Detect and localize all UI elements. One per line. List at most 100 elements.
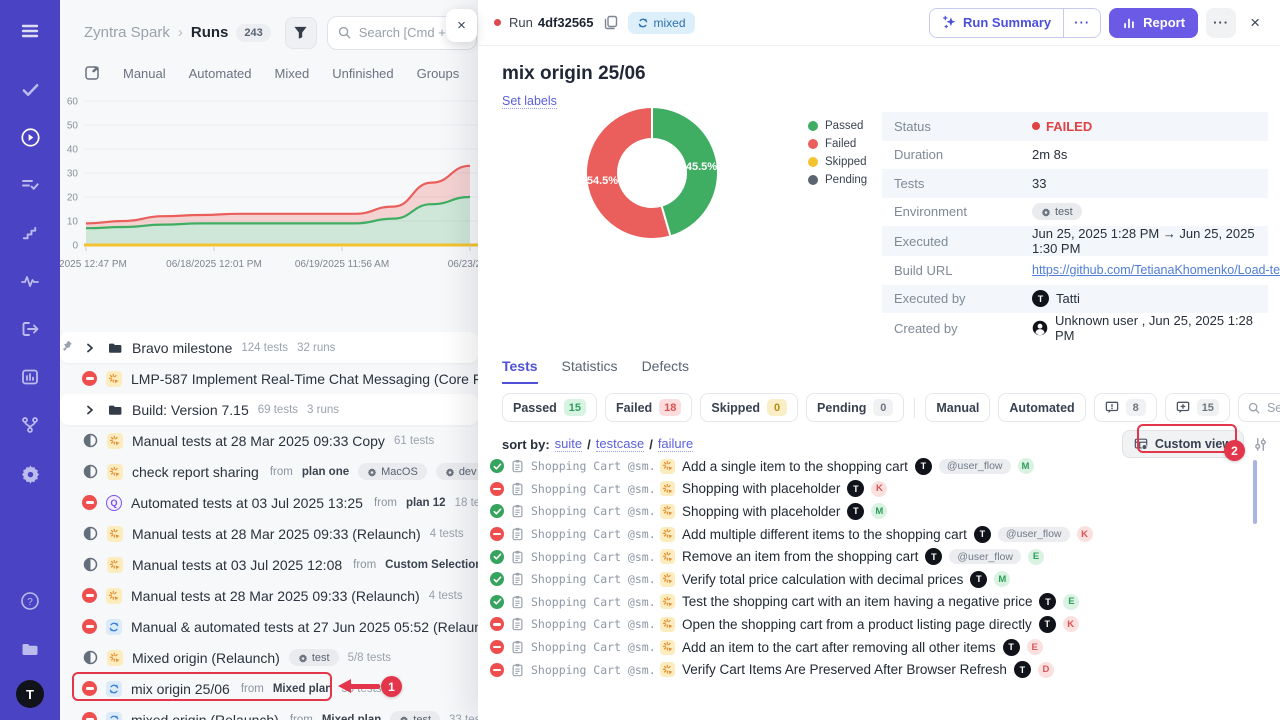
detail-value: Jun 25, 2025 1:28 PM → Jun 25, 2025 1:30… <box>1032 226 1268 256</box>
panel-close-button[interactable]: × <box>446 9 477 42</box>
filter-automated-button[interactable]: Automated <box>998 393 1086 422</box>
run-label: Run <box>509 15 533 30</box>
search-placeholder: Search [Cmd + K] <box>358 25 462 40</box>
run-summary-split-button: Run Summary ··· <box>929 7 1102 38</box>
detail-row: Environment test <box>882 198 1268 227</box>
tab-automated[interactable]: Automated <box>188 65 252 81</box>
copy-icon[interactable] <box>604 15 618 30</box>
test-row[interactable]: Shopping Cart @sm... Add an item to the c… <box>490 636 1272 659</box>
tab-manual[interactable]: Manual <box>123 65 166 81</box>
report-button[interactable]: Report <box>1109 7 1199 38</box>
legend-label: Failed <box>825 138 857 150</box>
run-group-row[interactable]: Bravo milestone 124 tests 32 runs <box>60 332 478 363</box>
run-title: Manual tests at 03 Jul 2025 12:08 <box>132 556 343 573</box>
sort-suite-link[interactable]: suite <box>554 436 583 452</box>
run-list-item[interactable]: Manual tests at 28 Mar 2025 09:33 Copy 61… <box>60 425 478 456</box>
tests-search-input[interactable]: Search by title/mes <box>1237 393 1280 422</box>
detail-value: 2m 8s <box>1032 147 1067 162</box>
test-row[interactable]: Shopping Cart @sm... Add multiple differe… <box>490 523 1272 546</box>
tab-defects[interactable]: Defects <box>641 358 690 374</box>
test-row[interactable]: Shopping Cart @sm... Verify total price c… <box>490 568 1272 591</box>
breadcrumb-project[interactable]: Zyntra Spark <box>84 24 170 41</box>
run-summary-more-button[interactable]: ··· <box>1064 8 1101 37</box>
check-icon[interactable] <box>13 72 47 106</box>
search-icon <box>1248 402 1260 414</box>
filter-skipped-button[interactable]: Skipped 0 <box>700 393 799 422</box>
run-list-item[interactable]: Q Automated tests at 03 Jul 2025 13:25 fro… <box>60 487 478 518</box>
attachments-count: 15 <box>1196 399 1219 416</box>
branch-icon[interactable] <box>13 408 47 442</box>
user-avatar[interactable]: T <box>16 680 44 708</box>
bar-chart-icon[interactable] <box>13 360 47 394</box>
drawer-close-icon[interactable]: × <box>1244 11 1266 35</box>
svg-text:20: 20 <box>67 193 79 204</box>
run-list-item[interactable]: mix origin 25/06 from Mixed plan 33 tests <box>60 673 478 704</box>
detail-value: test <box>1032 203 1082 221</box>
test-row[interactable]: Shopping Cart @sm... Verify Cart Items Ar… <box>490 658 1272 681</box>
failed-status-icon <box>82 619 97 634</box>
tab-mixed[interactable]: Mixed <box>274 65 310 81</box>
list-check-icon[interactable] <box>13 168 47 202</box>
group-tests-count: 124 tests <box>241 341 289 354</box>
runs-count-badge: 243 <box>236 23 271 42</box>
detail-tabs: Tests Statistics Defects <box>502 358 689 384</box>
folder-icon[interactable] <box>13 632 47 666</box>
run-list-item[interactable]: Manual & automated tests at 27 Jun 2025 … <box>60 611 478 642</box>
filter-passed-button[interactable]: Passed 15 <box>502 393 598 422</box>
play-circle-icon[interactable] <box>13 120 47 154</box>
filter-button[interactable] <box>284 16 317 49</box>
select-all-icon[interactable] <box>84 65 100 81</box>
test-row[interactable]: Shopping Cart @sm... Add a single item to… <box>490 455 1272 478</box>
detail-value: T Tatti <box>1032 290 1080 308</box>
gear-icon[interactable] <box>13 456 47 490</box>
filter-failed-button[interactable]: Failed 18 <box>605 393 693 422</box>
test-row[interactable]: Shopping Cart @sm... Remove an item from … <box>490 545 1272 568</box>
gear-icon <box>399 715 409 720</box>
set-labels-link[interactable]: Set labels <box>502 94 557 109</box>
run-list-item[interactable]: Manual tests at 03 Jul 2025 12:08 from Cus… <box>60 549 478 580</box>
signin-icon[interactable] <box>13 312 47 346</box>
tests-scrollbar[interactable] <box>1253 460 1257 524</box>
run-list-item[interactable]: Manual tests at 28 Mar 2025 09:33 (Relau… <box>60 580 478 611</box>
run-list-item[interactable]: check report sharing from plan one MacOS dev… <box>60 456 478 487</box>
test-row[interactable]: Shopping Cart @sm... Shopping with placeh… <box>490 500 1272 523</box>
test-row[interactable]: Shopping Cart @sm... Test the shopping ca… <box>490 591 1272 614</box>
tab-tests[interactable]: Tests <box>502 358 538 384</box>
help-icon[interactable]: ? <box>13 584 47 618</box>
failed-status-icon <box>490 662 504 677</box>
sort-testcase-link[interactable]: testcase <box>595 436 645 452</box>
activity-icon[interactable] <box>13 264 47 298</box>
test-row[interactable]: Shopping Cart @sm... Shopping with placeh… <box>490 478 1272 501</box>
manual-test-icon <box>660 458 675 474</box>
custom-view-button[interactable]: Custom view <box>1121 430 1244 458</box>
test-title: Verify total price calculation with deci… <box>682 571 964 587</box>
filter-failed-count: 18 <box>659 399 682 416</box>
group-runs-count: 3 runs <box>307 403 339 416</box>
filter-attachments-button[interactable]: 15 <box>1164 393 1230 422</box>
tab-unfinished[interactable]: Unfinished <box>332 65 394 81</box>
build-url-link[interactable]: https://github.com/TetianaKhomenko/Load-… <box>1032 263 1280 278</box>
test-row[interactable]: Shopping Cart @sm... Open the shopping ca… <box>490 613 1272 636</box>
test-title: Add an item to the cart after removing a… <box>682 639 996 655</box>
steps-icon[interactable] <box>13 216 47 250</box>
more-actions-button[interactable]: ··· <box>1206 7 1237 38</box>
svg-text:06/18/2025 12:01 PM: 06/18/2025 12:01 PM <box>166 259 262 270</box>
filter-failed-label: Failed <box>616 400 653 415</box>
sliders-icon[interactable] <box>1253 437 1268 452</box>
menu-icon[interactable] <box>13 14 47 48</box>
filter-comments-button[interactable]: 8 <box>1093 393 1157 422</box>
run-list-item[interactable]: Mixed origin (Relaunch) test 5/8 tests <box>60 642 478 673</box>
clipboard-icon <box>511 572 524 586</box>
sort-failure-link[interactable]: failure <box>657 436 694 452</box>
tab-groups[interactable]: Groups <box>416 65 460 81</box>
run-list-item[interactable]: LMP-587 Implement Real-Time Chat Messagi… <box>60 363 478 394</box>
run-list-item[interactable]: Manual tests at 28 Mar 2025 09:33 (Relau… <box>60 518 478 549</box>
run-group-row[interactable]: Build: Version 7.15 69 tests 3 runs <box>60 394 478 425</box>
filter-pending-button[interactable]: Pending 0 <box>806 393 905 422</box>
tab-statistics[interactable]: Statistics <box>561 358 618 374</box>
run-list-item[interactable]: mixed origin (Relaunch) from Mixed plan tes… <box>60 704 478 720</box>
manual-test-icon <box>660 662 675 678</box>
detail-row: Created by Unknown user , Jun 25, 2025 1:… <box>882 313 1268 343</box>
run-summary-button[interactable]: Run Summary <box>930 8 1064 37</box>
filter-manual-button[interactable]: Manual <box>925 393 991 422</box>
